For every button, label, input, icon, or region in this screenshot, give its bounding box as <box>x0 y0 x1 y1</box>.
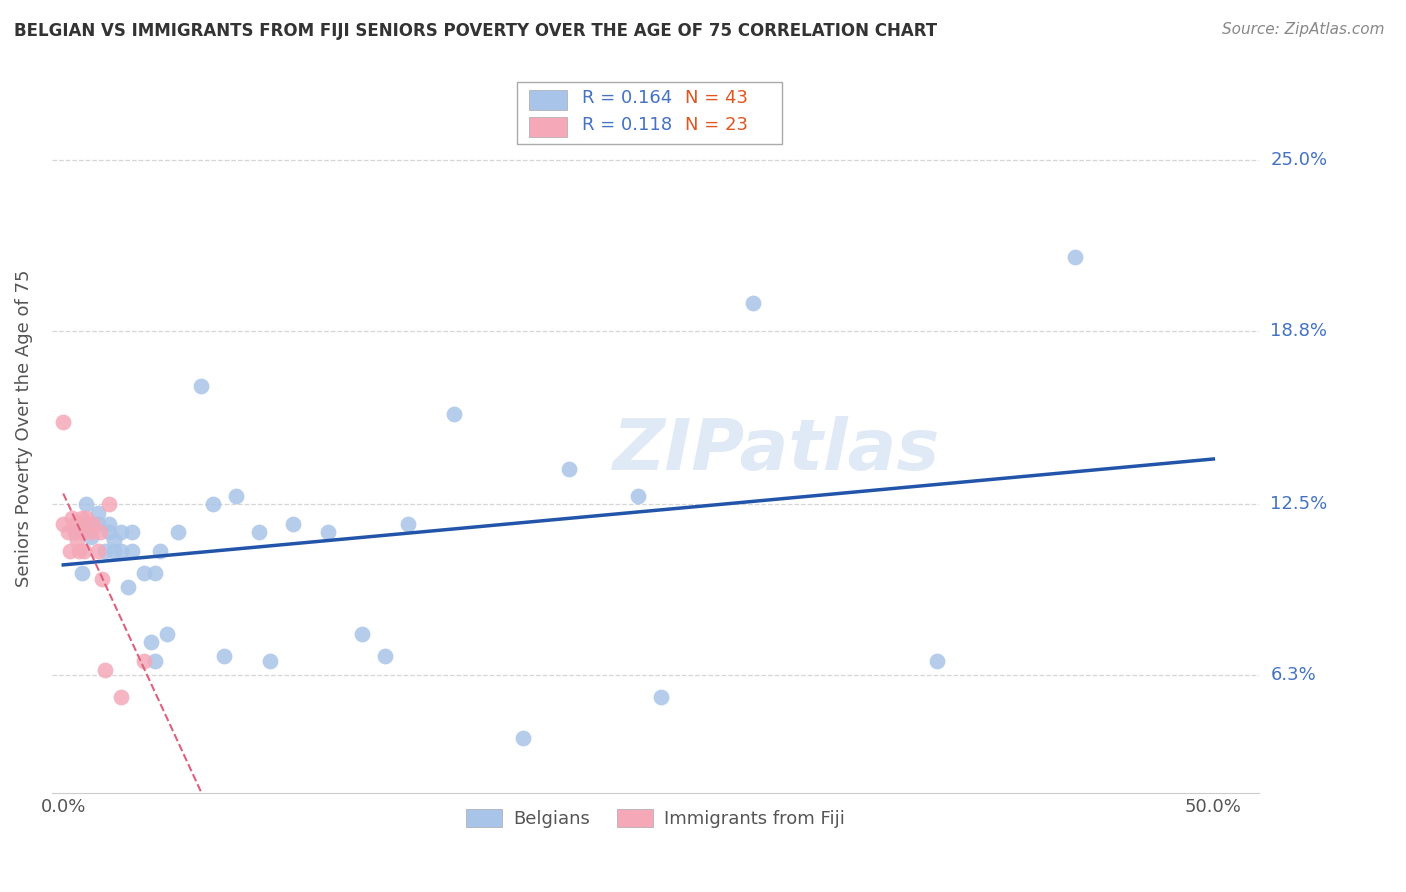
Point <box>121 544 143 558</box>
Point <box>98 524 121 539</box>
Point <box>62 511 84 525</box>
Point <box>93 544 115 558</box>
Text: R = 0.118: R = 0.118 <box>582 116 672 134</box>
Point <box>143 654 166 668</box>
Point <box>93 663 115 677</box>
Point <box>259 654 281 668</box>
Legend: Belgians, Immigrants from Fiji: Belgians, Immigrants from Fiji <box>458 802 852 836</box>
Text: ZIPatlas: ZIPatlas <box>613 416 941 485</box>
Text: R = 0.164: R = 0.164 <box>582 89 672 107</box>
Point <box>70 511 93 525</box>
Point <box>103 544 125 558</box>
Point <box>190 379 212 393</box>
Point <box>156 626 179 640</box>
Point <box>89 524 111 539</box>
FancyBboxPatch shape <box>529 117 568 137</box>
Point <box>927 654 949 668</box>
Point <box>67 544 90 558</box>
Point <box>82 516 104 531</box>
Point <box>63 524 86 539</box>
Point <box>70 566 93 581</box>
Point <box>80 524 103 539</box>
Point <box>110 524 132 539</box>
Point <box>374 648 396 663</box>
Point <box>396 516 419 531</box>
Point <box>110 690 132 704</box>
Point <box>80 530 103 544</box>
Point <box>52 516 75 531</box>
Text: Source: ZipAtlas.com: Source: ZipAtlas.com <box>1222 22 1385 37</box>
Point <box>167 524 190 539</box>
Text: N = 23: N = 23 <box>685 116 748 134</box>
Point <box>98 497 121 511</box>
FancyBboxPatch shape <box>516 82 782 145</box>
Point <box>201 497 224 511</box>
Point <box>66 533 89 548</box>
Point <box>75 516 97 531</box>
Point <box>627 489 650 503</box>
Point <box>283 516 305 531</box>
Point <box>63 516 86 531</box>
Point <box>352 626 374 640</box>
Point <box>121 524 143 539</box>
Text: 25.0%: 25.0% <box>1271 152 1327 169</box>
Point <box>98 516 121 531</box>
Text: 18.8%: 18.8% <box>1271 322 1327 340</box>
Point <box>117 580 139 594</box>
Point <box>558 461 581 475</box>
Point <box>512 731 534 746</box>
Point <box>742 296 765 310</box>
Point <box>87 516 110 531</box>
FancyBboxPatch shape <box>529 89 568 110</box>
Point <box>70 524 93 539</box>
Point <box>75 516 97 531</box>
Point <box>87 544 110 558</box>
Point <box>139 635 162 649</box>
Text: 12.5%: 12.5% <box>1271 495 1327 514</box>
Point <box>225 489 247 503</box>
Point <box>143 566 166 581</box>
Point <box>87 506 110 520</box>
Point <box>316 524 339 539</box>
Point <box>443 407 465 421</box>
Point <box>650 690 672 704</box>
Text: 6.3%: 6.3% <box>1271 666 1316 684</box>
Text: BELGIAN VS IMMIGRANTS FROM FIJI SENIORS POVERTY OVER THE AGE OF 75 CORRELATION C: BELGIAN VS IMMIGRANTS FROM FIJI SENIORS … <box>14 22 938 40</box>
Point <box>73 544 96 558</box>
Text: N = 43: N = 43 <box>685 89 748 107</box>
Point <box>52 415 75 429</box>
Y-axis label: Seniors Poverty Over the Age of 75: Seniors Poverty Over the Age of 75 <box>15 270 32 588</box>
Point <box>1064 250 1087 264</box>
Point <box>149 544 172 558</box>
Point <box>110 544 132 558</box>
Point <box>132 566 155 581</box>
Point <box>75 497 97 511</box>
Point <box>75 511 97 525</box>
Point <box>91 572 114 586</box>
Point <box>214 648 236 663</box>
Point <box>132 654 155 668</box>
Point <box>247 524 270 539</box>
Point <box>103 533 125 548</box>
Point <box>63 524 86 539</box>
Point <box>56 524 79 539</box>
Point <box>59 544 82 558</box>
